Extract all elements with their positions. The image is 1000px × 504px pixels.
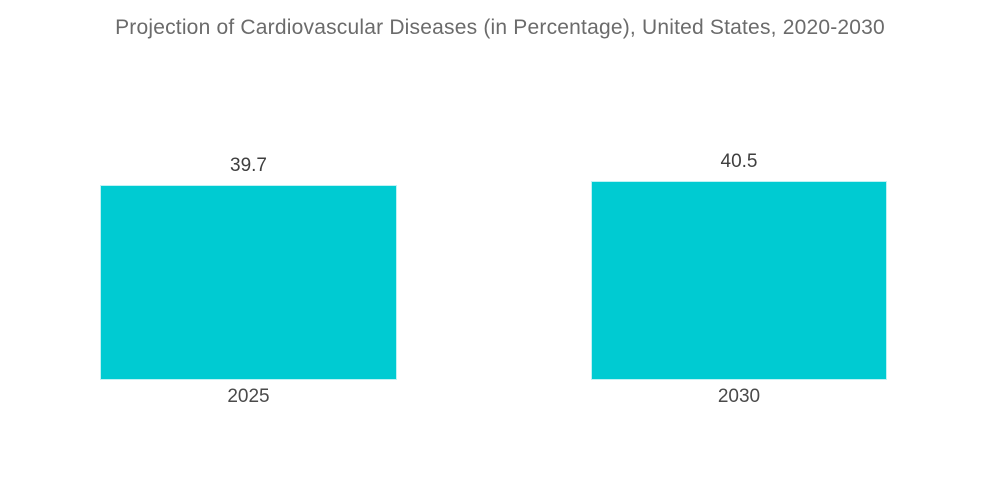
bar-2030 — [592, 182, 886, 379]
bar-group-2025: 39.7 2025 — [101, 155, 396, 407]
category-label: 2025 — [227, 386, 270, 407]
chart-title: Projection of Cardiovascular Diseases (i… — [115, 16, 885, 39]
bar-value-label: 40.5 — [720, 151, 758, 172]
bar-group-2030: 40.5 2030 — [592, 151, 886, 407]
bar-value-label: 39.7 — [230, 155, 267, 176]
category-label: 2030 — [717, 386, 761, 407]
bar-2025 — [101, 186, 396, 379]
